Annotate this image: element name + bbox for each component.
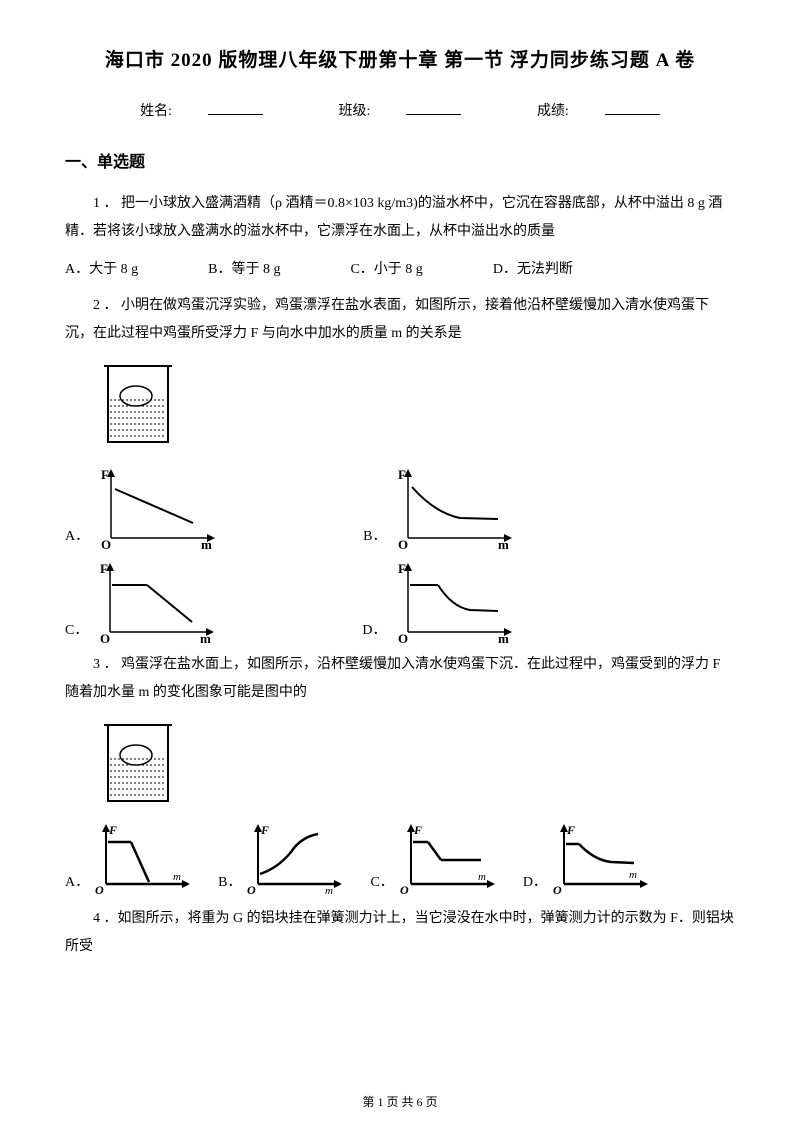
question-4: 4 ．如图所示，将重为 G 的铝块挂在弹簧测力计上，当它浸没在水中时，弹簧测力计…	[65, 905, 735, 961]
page-footer: 第 1 页 共 6 页	[0, 1093, 800, 1110]
svg-text:F: F	[413, 823, 422, 837]
svg-text:O: O	[101, 537, 111, 552]
graph-d2-icon: F m O	[549, 822, 654, 897]
q2-opt-d: D．	[362, 619, 386, 647]
graph-a2-icon: F m O	[91, 822, 196, 897]
beaker-icon	[100, 360, 178, 450]
graph-b-icon: F m O	[390, 463, 520, 553]
q2-beaker	[100, 360, 735, 455]
graph-c2-icon: F m O	[396, 822, 501, 897]
svg-text:F: F	[108, 823, 117, 837]
score-label: 成绩:	[519, 104, 678, 119]
svg-text:m: m	[200, 631, 211, 646]
svg-text:m: m	[201, 537, 212, 552]
class-label: 班级:	[321, 104, 480, 119]
q3-opt-a: A．	[65, 871, 89, 897]
svg-text:O: O	[398, 631, 408, 646]
q3-opt-c: C．	[370, 871, 393, 897]
q1-options: A．大于 8 g B．等于 8 g C．小于 8 g D．无法判断	[65, 258, 735, 278]
svg-text:m: m	[629, 869, 637, 881]
svg-text:O: O	[95, 883, 104, 897]
q2-opt-a: A．	[65, 525, 89, 553]
page-title: 海口市 2020 版物理八年级下册第十章 第一节 浮力同步练习题 A 卷	[65, 45, 735, 72]
svg-text:O: O	[247, 883, 256, 897]
svg-text:O: O	[398, 537, 408, 552]
svg-text:m: m	[325, 885, 333, 897]
q3-opt-b: B．	[218, 871, 241, 897]
section-heading: 一、单选题	[65, 148, 735, 172]
graph-b2-icon: F m O	[243, 822, 348, 897]
svg-text:F: F	[566, 823, 575, 837]
graph-a-icon: F m O	[93, 463, 223, 553]
svg-text:m: m	[498, 537, 509, 552]
q2-row2: C． F m O D． F m O	[65, 557, 735, 647]
svg-text:F: F	[101, 467, 109, 482]
graph-c-icon: F m O	[92, 557, 222, 647]
svg-text:O: O	[100, 631, 110, 646]
q2-row1: A． F m O B． F m O	[65, 463, 735, 553]
svg-text:m: m	[173, 871, 181, 883]
q1-opt-b: B．等于 8 g	[208, 258, 280, 278]
svg-text:m: m	[478, 871, 486, 883]
q1-opt-a: A．大于 8 g	[65, 258, 138, 278]
q3-beaker	[100, 719, 735, 814]
q1-opt-d: D．无法判断	[493, 258, 573, 278]
q2-opt-b: B．	[363, 525, 386, 553]
question-3: 3 ． 鸡蛋浮在盐水面上，如图所示，沿杯壁缓慢加入清水使鸡蛋下沉．在此过程中，鸡…	[65, 651, 735, 707]
q2-opt-c: C．	[65, 619, 88, 647]
q3-opt-d: D．	[523, 871, 547, 897]
svg-text:F: F	[260, 823, 269, 837]
question-1: 1 ． 把一小球放入盛满酒精（ρ 酒精＝0.8×103 kg/m3)的溢水杯中，…	[65, 190, 735, 246]
svg-text:m: m	[498, 631, 509, 646]
graph-d-icon: F m O	[390, 557, 520, 647]
svg-text:F: F	[398, 467, 406, 482]
beaker-icon	[100, 719, 178, 809]
svg-text:O: O	[400, 883, 409, 897]
question-2: 2 ． 小明在做鸡蛋沉浮实验，鸡蛋漂浮在盐水表面，如图所示，接着他沿杯壁缓慢加入…	[65, 292, 735, 348]
name-label: 姓名:	[122, 104, 281, 119]
svg-text:O: O	[553, 883, 562, 897]
q1-opt-c: C．小于 8 g	[350, 258, 422, 278]
svg-text:F: F	[100, 561, 108, 576]
info-row: 姓名: 班级: 成绩:	[65, 100, 735, 120]
q3-options: A． F m O B． F m O C．	[65, 822, 735, 897]
svg-text:F: F	[398, 561, 406, 576]
